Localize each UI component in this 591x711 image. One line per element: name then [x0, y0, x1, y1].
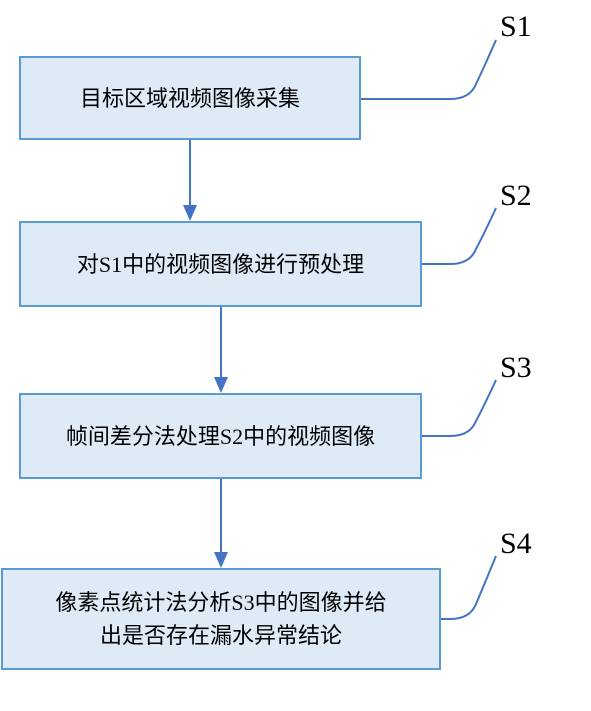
flow-arrow-1	[183, 140, 197, 221]
flow-node-s3: 帧间差分法处理S2中的视频图像	[19, 393, 422, 479]
flow-node-text: 像素点统计法分析S3中的图像并给 出是否存在漏水异常结论	[47, 586, 394, 652]
flow-node-text: 帧间差分法处理S2中的视频图像	[58, 420, 383, 453]
callout-curve-3	[422, 380, 496, 436]
flow-node-text: 目标区域视频图像采集	[72, 82, 308, 115]
flow-node-text: 对S1中的视频图像进行预处理	[69, 248, 372, 281]
step-label-l3: S3	[500, 351, 532, 385]
flow-node-s1: 目标区域视频图像采集	[19, 56, 361, 140]
flow-node-s2: 对S1中的视频图像进行预处理	[19, 221, 422, 307]
flow-arrow-3	[214, 479, 228, 568]
step-label-l4: S4	[500, 527, 532, 561]
step-label-l1: S1	[500, 10, 532, 44]
callout-curve-4	[441, 556, 496, 619]
callout-curve-2	[422, 208, 496, 264]
flow-arrow-2	[214, 307, 228, 393]
callout-curve-1	[361, 40, 496, 99]
flowchart-canvas: 目标区域视频图像采集对S1中的视频图像进行预处理帧间差分法处理S2中的视频图像像…	[0, 0, 591, 711]
step-label-l2: S2	[500, 179, 532, 213]
flow-node-s4: 像素点统计法分析S3中的图像并给 出是否存在漏水异常结论	[1, 568, 441, 670]
